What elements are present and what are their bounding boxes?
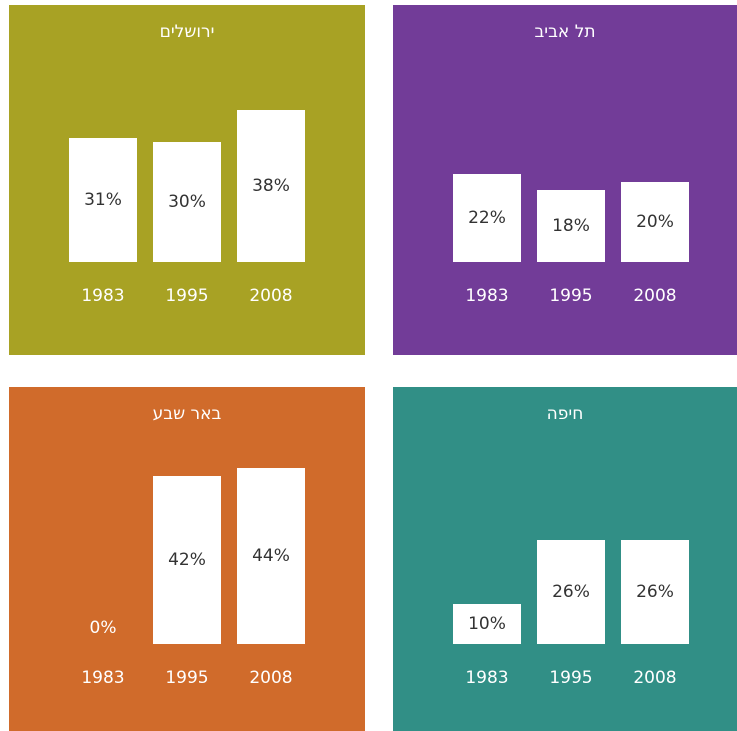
bar	[453, 604, 521, 644]
value-label: 44%	[252, 546, 290, 566]
x-tick-label: 1983	[465, 668, 508, 688]
x-tick-label: 2008	[249, 286, 292, 306]
bar	[537, 190, 605, 262]
chart-title: ירושלים	[160, 22, 215, 42]
x-tick-label: 1995	[165, 668, 208, 688]
value-label: 20%	[636, 212, 674, 232]
value-label: 10%	[468, 614, 506, 634]
bar	[69, 138, 137, 262]
x-tick-label: 2008	[633, 286, 676, 306]
bar	[153, 476, 221, 644]
value-label: 26%	[552, 582, 590, 602]
bar	[621, 540, 689, 644]
value-label: 30%	[168, 192, 206, 212]
x-tick-label: 2008	[249, 668, 292, 688]
x-tick-label: 1983	[465, 286, 508, 306]
value-label: 0%	[90, 618, 117, 638]
x-tick-label: 2008	[633, 668, 676, 688]
bar	[537, 540, 605, 644]
value-label: 38%	[252, 176, 290, 196]
chart-title: תל אביב	[534, 22, 595, 42]
value-label: 31%	[84, 190, 122, 210]
bar	[453, 174, 521, 262]
chart-title: באר שבע	[153, 404, 222, 424]
value-label: 22%	[468, 208, 506, 228]
x-tick-label: 1995	[549, 668, 592, 688]
value-label: 26%	[636, 582, 674, 602]
value-label: 18%	[552, 216, 590, 236]
value-label: 42%	[168, 550, 206, 570]
bar	[153, 142, 221, 262]
bar	[621, 182, 689, 262]
x-tick-label: 1983	[81, 286, 124, 306]
bar	[237, 110, 305, 262]
x-tick-label: 1983	[81, 668, 124, 688]
x-tick-label: 1995	[165, 286, 208, 306]
bar	[237, 468, 305, 644]
panel	[393, 5, 737, 355]
chart-title: חיפה	[547, 404, 584, 424]
x-tick-label: 1995	[549, 286, 592, 306]
